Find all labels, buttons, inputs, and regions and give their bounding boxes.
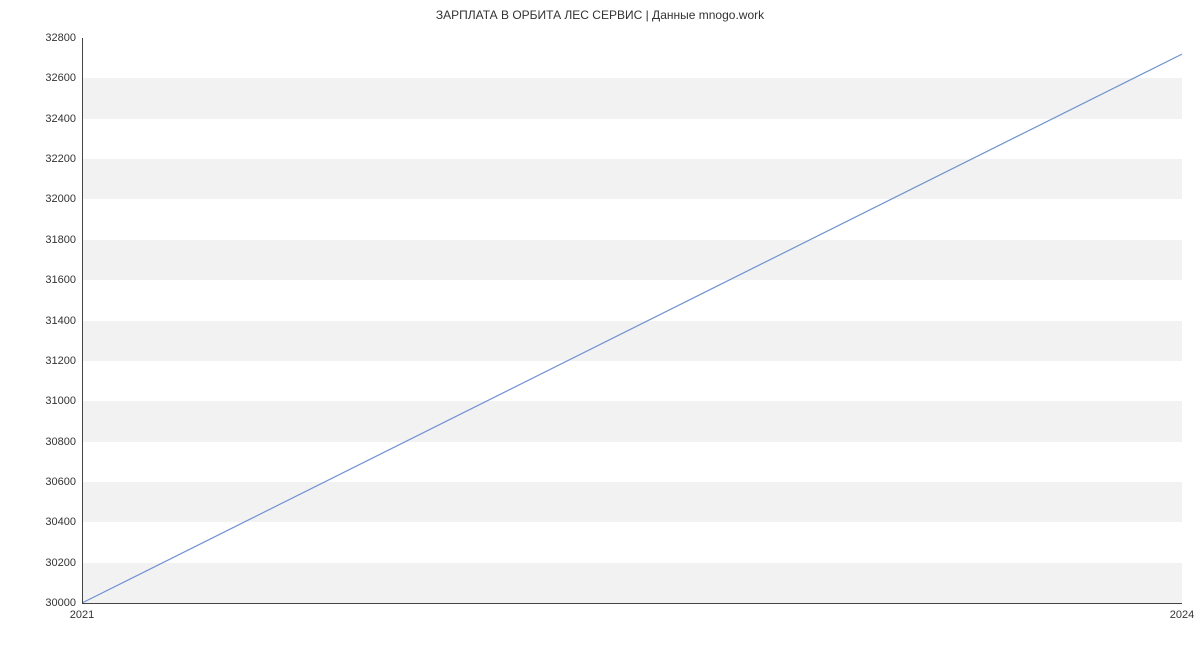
y-tick-label: 31200 <box>45 355 82 367</box>
x-axis-line <box>82 603 1182 604</box>
y-tick-label: 31600 <box>45 274 82 286</box>
y-tick-label: 32000 <box>45 193 82 205</box>
y-tick-label: 32600 <box>45 72 82 84</box>
y-tick-label: 32400 <box>45 113 82 125</box>
y-tick-label: 32200 <box>45 153 82 165</box>
y-axis-line <box>82 38 83 603</box>
plot-area: 3000030200304003060030800310003120031400… <box>82 38 1182 603</box>
y-tick-label: 30600 <box>45 476 82 488</box>
y-tick-label: 32800 <box>45 32 82 44</box>
x-tick-label: 2021 <box>70 603 94 621</box>
series-salary <box>82 54 1182 603</box>
chart-title: ЗАРПЛАТА В ОРБИТА ЛЕС СЕРВИС | Данные mn… <box>0 8 1200 22</box>
y-tick-label: 31800 <box>45 234 82 246</box>
y-tick-label: 30400 <box>45 516 82 528</box>
line-layer <box>82 38 1182 603</box>
salary-chart: ЗАРПЛАТА В ОРБИТА ЛЕС СЕРВИС | Данные mn… <box>0 0 1200 650</box>
y-tick-label: 30800 <box>45 436 82 448</box>
x-tick-label: 2024 <box>1170 603 1194 621</box>
y-tick-label: 30200 <box>45 557 82 569</box>
y-tick-label: 31400 <box>45 315 82 327</box>
y-tick-label: 31000 <box>45 395 82 407</box>
